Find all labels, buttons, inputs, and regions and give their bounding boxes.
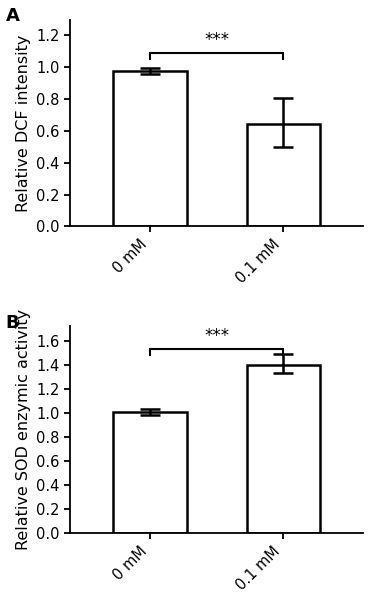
Y-axis label: Relative SOD enzymic activity: Relative SOD enzymic activity: [16, 310, 31, 550]
Text: ***: ***: [204, 327, 229, 345]
Bar: [246, 365, 320, 533]
Text: ***: ***: [204, 31, 229, 49]
Bar: [113, 412, 186, 533]
Text: B: B: [6, 314, 19, 332]
Y-axis label: Relative DCF intensity: Relative DCF intensity: [16, 34, 31, 212]
Text: A: A: [6, 7, 20, 25]
Bar: [113, 71, 186, 226]
Bar: [246, 124, 320, 226]
